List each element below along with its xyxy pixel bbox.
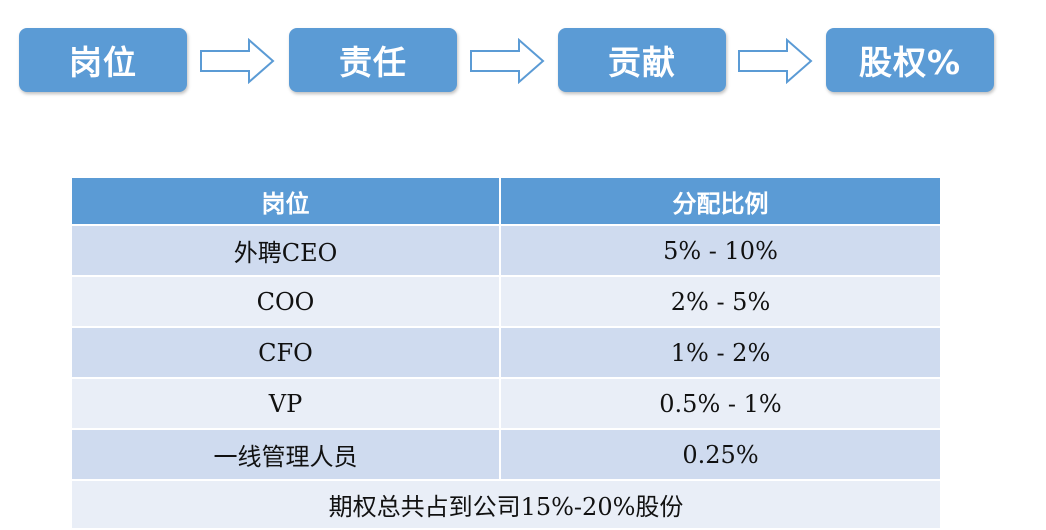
column-header-ratio: 分配比例 — [500, 178, 940, 225]
cell-position: 一线管理人员 — [72, 429, 501, 480]
cell-ratio: 0.25% — [500, 429, 940, 480]
hollow-right-arrow-icon — [470, 38, 545, 84]
hollow-right-arrow-icon — [738, 38, 813, 84]
process-flow: 岗位 责任 贡献 股权% — [0, 0, 1046, 110]
table-footer-row: 期权总共占到公司15%-20%股份 — [72, 480, 940, 529]
cell-position: COO — [72, 276, 501, 327]
table-row: VP 0.5% - 1% — [72, 378, 940, 429]
cell-ratio: 5% - 10% — [500, 225, 940, 276]
cell-ratio: 0.5% - 1% — [500, 378, 940, 429]
table-row: 外聘CEO 5% - 10% — [72, 225, 940, 276]
table-footer-note: 期权总共占到公司15%-20%股份 — [72, 480, 940, 529]
cell-ratio: 2% - 5% — [500, 276, 940, 327]
cell-position: VP — [72, 378, 501, 429]
cell-position: CFO — [72, 327, 501, 378]
cell-ratio: 1% - 2% — [500, 327, 940, 378]
equity-allocation-table: 岗位 分配比例 外聘CEO 5% - 10% COO 2% - 5% CFO 1… — [72, 178, 940, 530]
column-header-position: 岗位 — [72, 178, 501, 225]
flow-step-contribution: 贡献 — [558, 28, 726, 92]
flow-step-equity: 股权% — [826, 28, 994, 92]
table-row: CFO 1% - 2% — [72, 327, 940, 378]
table-row: 一线管理人员 0.25% — [72, 429, 940, 480]
hollow-right-arrow-icon — [200, 38, 275, 84]
flow-step-position: 岗位 — [19, 28, 187, 92]
table-header-row: 岗位 分配比例 — [72, 178, 940, 225]
table-row: COO 2% - 5% — [72, 276, 940, 327]
cell-position: 外聘CEO — [72, 225, 501, 276]
flow-step-responsibility: 责任 — [289, 28, 457, 92]
